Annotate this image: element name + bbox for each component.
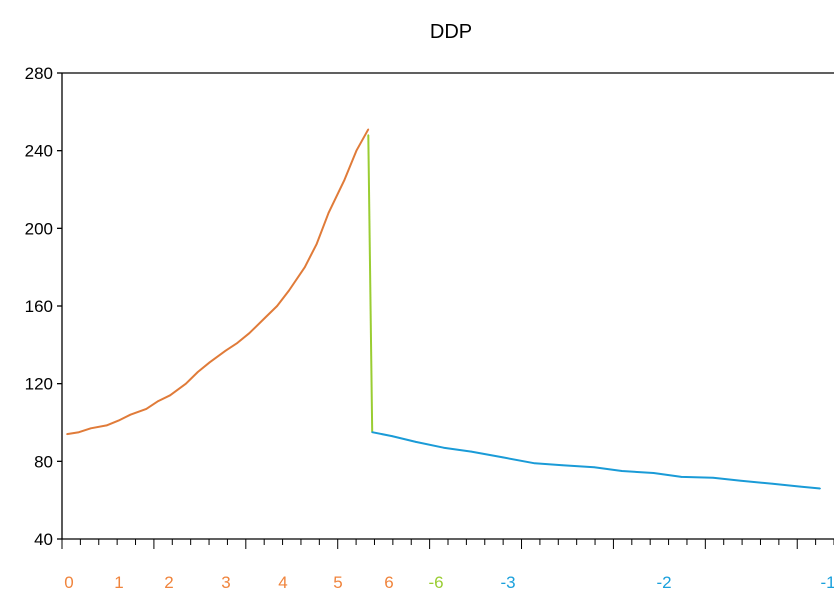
x-tick-label: -1: [820, 573, 834, 592]
data-point: [304, 266, 306, 269]
series-line-2: [372, 431, 821, 490]
data-point: [185, 382, 187, 385]
data-point: [367, 134, 370, 136]
data-point: [248, 332, 251, 335]
data-point: [533, 462, 536, 465]
data-point: [343, 179, 346, 181]
y-tick-label: 280: [25, 64, 53, 83]
x-tick-label: 0: [64, 573, 73, 592]
data-point: [264, 316, 267, 319]
data-point: [371, 431, 374, 434]
frame: [61, 72, 834, 540]
data-point: [78, 431, 80, 434]
data-point: [470, 450, 473, 453]
x-axis-labels: 0 1 2 3 4 5 6 -6 -3 -2 -1: [64, 573, 834, 592]
data-point: [561, 464, 564, 467]
x-tick-label: -2: [656, 573, 671, 592]
data-point: [502, 456, 504, 459]
data-point: [799, 485, 802, 488]
chart-title: DDP: [430, 21, 472, 43]
y-tick-label: 80: [34, 452, 53, 471]
data-point: [315, 243, 318, 245]
data-point: [105, 424, 108, 427]
data-point: [327, 212, 330, 214]
series-line-1: [367, 135, 374, 433]
data-point: [145, 408, 148, 410]
data-point: [129, 413, 132, 416]
y-tick-label: 200: [25, 219, 53, 238]
data-point: [680, 476, 683, 478]
data-point: [442, 446, 445, 449]
data-point: [391, 435, 393, 437]
data-point: [621, 470, 623, 472]
data-point: [66, 433, 68, 435]
x-tick-label: 3: [221, 573, 230, 592]
x-tick-label: -6: [428, 573, 443, 592]
data-point: [355, 149, 358, 152]
plot-area: [66, 128, 821, 490]
y-tick-label: 240: [25, 142, 53, 161]
x-tick-label: 6: [384, 573, 393, 592]
y-tick-label: 160: [25, 297, 53, 316]
x-axis-ticks: [61, 539, 834, 549]
x-tick-label: 1: [114, 573, 123, 592]
data-point: [90, 427, 92, 430]
data-point: [169, 394, 171, 397]
data-point: [652, 472, 655, 474]
x-tick-label: -3: [500, 573, 515, 592]
data-point: [712, 477, 714, 479]
data-point: [236, 342, 239, 344]
data-point: [208, 361, 211, 364]
y-tick-label: 120: [25, 375, 53, 394]
data-point: [224, 349, 227, 352]
data-point: [415, 441, 417, 443]
series-line-0: [66, 128, 370, 436]
data-point: [771, 482, 774, 485]
data-point: [276, 305, 278, 307]
data-point: [593, 466, 595, 469]
y-tick-label: 40: [34, 530, 53, 549]
x-tick-label: 2: [164, 573, 173, 592]
data-point: [197, 371, 199, 373]
data-point: [117, 419, 120, 422]
x-tick-label: 5: [333, 573, 342, 592]
x-tick-label: 4: [278, 573, 287, 592]
data-point: [288, 289, 290, 292]
y-axis: 40 80 120 160 200 240 280: [25, 64, 62, 549]
data-point: [740, 480, 742, 482]
data-point: [367, 128, 370, 131]
data-point: [819, 487, 821, 490]
data-point: [157, 400, 159, 402]
